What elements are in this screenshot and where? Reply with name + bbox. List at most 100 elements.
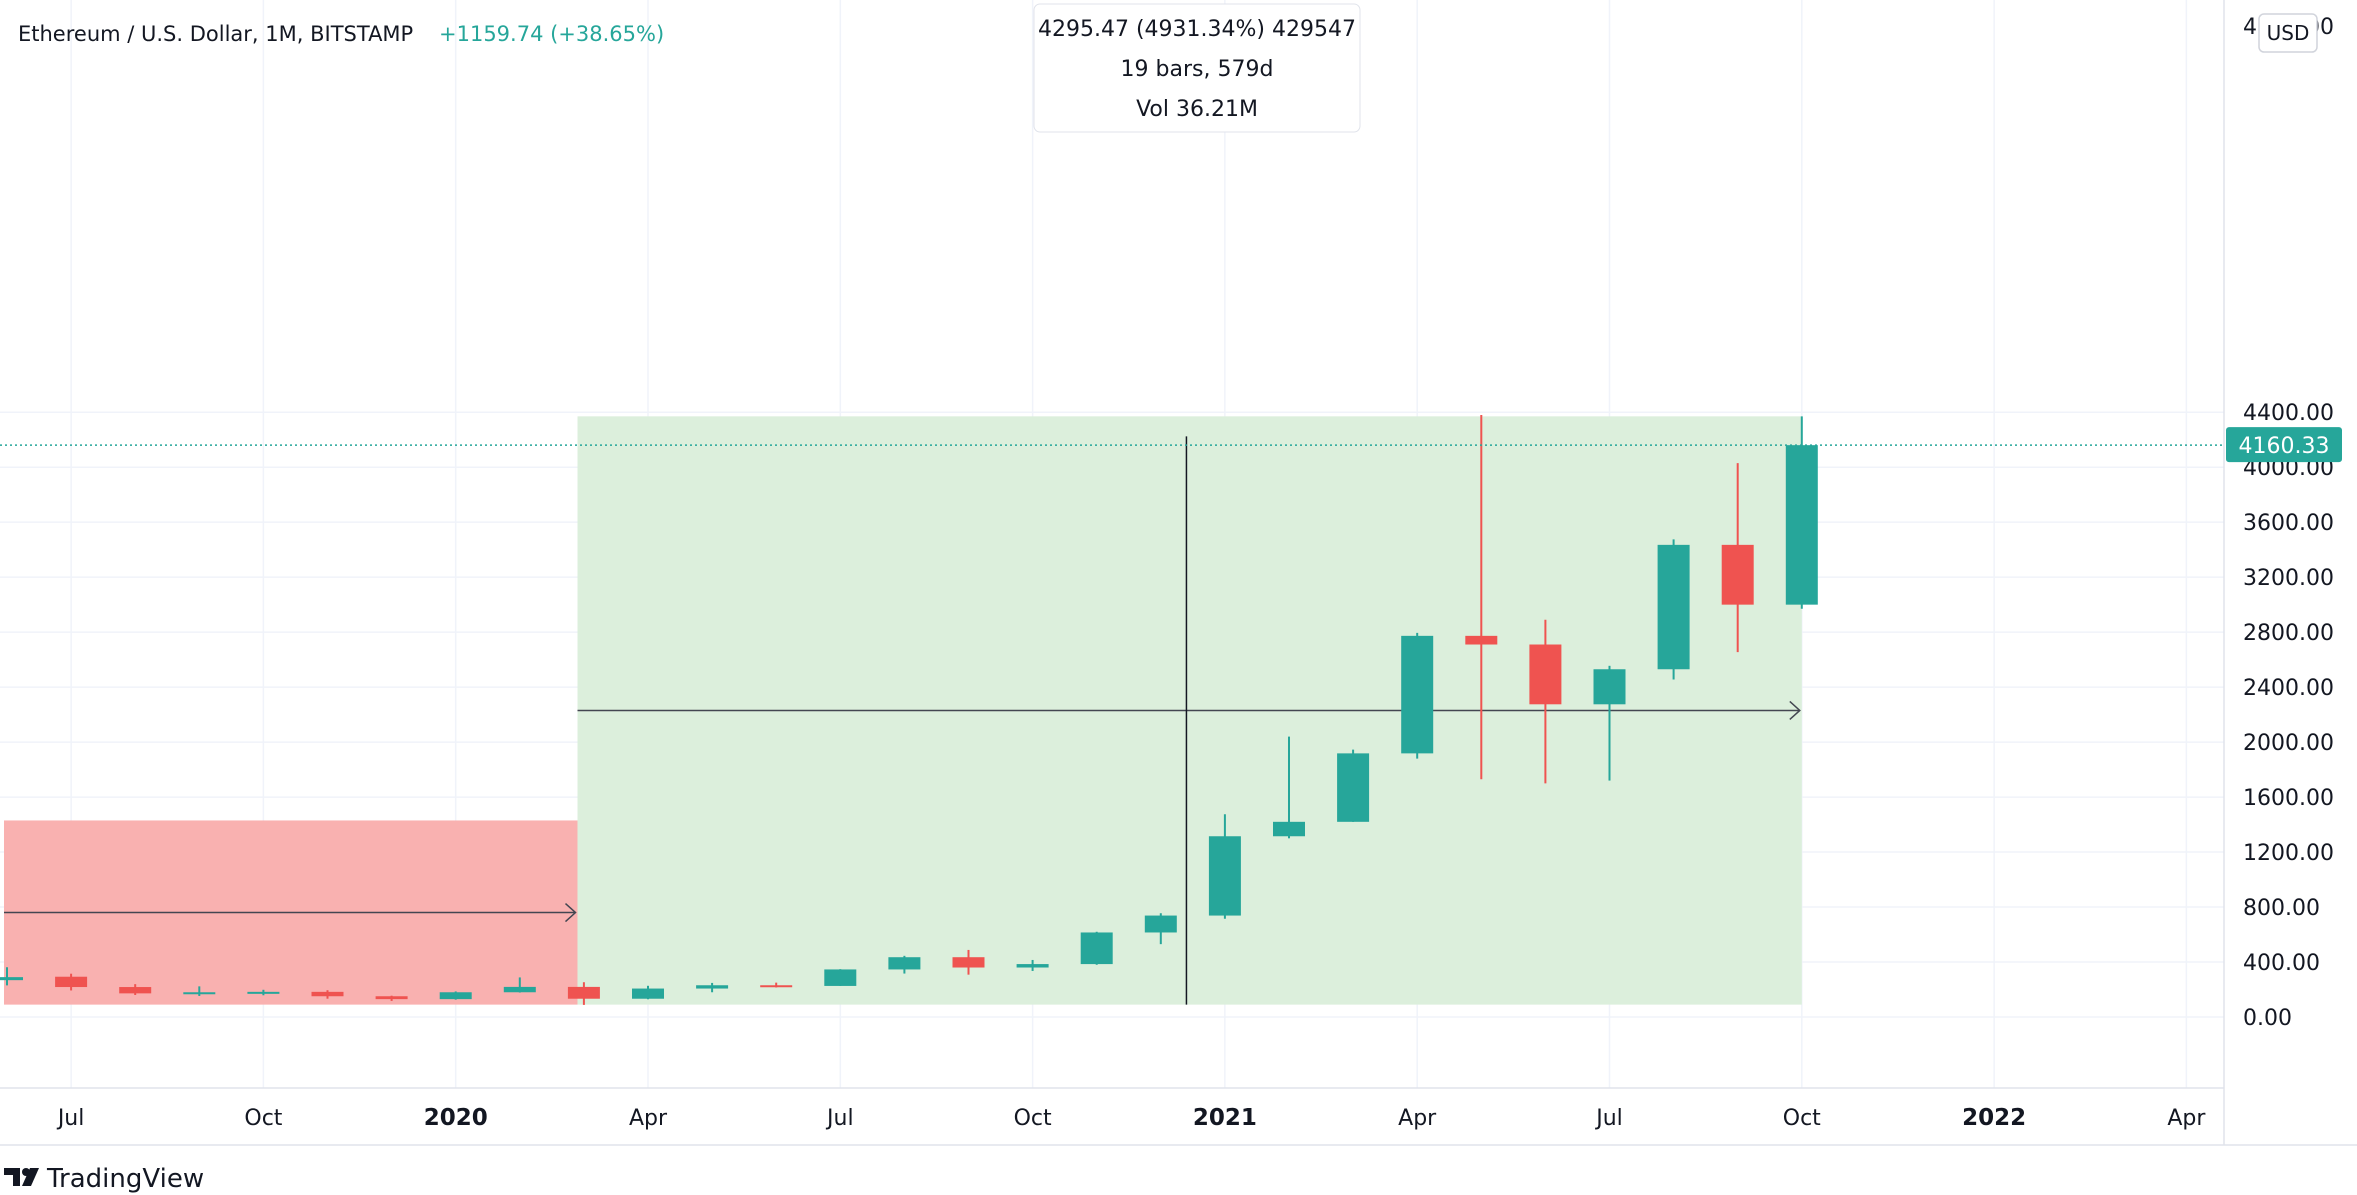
price-tick-label: 3200.00 [2243,566,2334,591]
price-range-arrowhead [1789,700,1801,721]
candle-body [888,957,921,970]
candle-body [824,969,857,986]
price-tick-label: 3600.00 [2243,511,2334,536]
candle-body [375,996,408,1000]
candle-body [1080,932,1113,965]
candle-body [0,977,23,981]
candle-body [1016,964,1049,968]
candle [760,982,793,988]
time-tick-label: Apr [2167,1106,2206,1131]
candle [1657,539,1690,680]
candle-body [247,991,280,994]
candle-body [1337,753,1370,822]
time-tick-label: Oct [1014,1106,1052,1131]
currency-button[interactable]: USD [2258,13,2318,53]
candle [1593,665,1626,781]
candle [1080,931,1113,965]
price-tick-label: 0.00 [2243,1006,2292,1031]
candle [1529,619,1562,784]
candle-body [632,988,664,999]
price-tick-label: 2400.00 [2243,676,2334,701]
candle [1785,416,1818,609]
time-tick-label: Jul [56,1106,85,1131]
candle [1401,632,1434,759]
candle-body [1721,544,1754,605]
time-tick-label: 2020 [424,1105,488,1131]
candle [375,995,408,1001]
time-tick-label: Oct [1783,1106,1821,1131]
price-axis[interactable]: 0.00 400.00 800.00 1200.00 1600.00 2000.00 240… [2243,401,2334,1031]
candle-body [696,985,729,989]
candle [0,967,23,986]
price-tick-label: 400.00 [2243,951,2320,976]
candle [311,990,344,999]
tooltip-change: 4295.47 (4931.34%) 429547 [1038,17,1356,42]
candle-body [1273,821,1305,837]
price-range-arrowhead [564,902,577,923]
price-tick-label: 1200.00 [2243,841,2334,866]
symbol-title[interactable]: Ethereum / U.S. Dollar, 1M, BITSTAMP [18,22,413,46]
tooltip-bars: 19 bars, 579d [1121,57,1274,82]
price-tick-label: 2800.00 [2243,621,2334,646]
candle [888,955,921,974]
candle-body [439,992,472,1000]
candle [632,985,664,1000]
candle [824,969,857,986]
last-price-tag: 4160.33 [2226,427,2342,463]
candle-body [311,991,344,997]
candle [567,982,600,1005]
tradingview-logo[interactable]: TradingView [4,1164,204,1194]
candle-body [1657,544,1690,670]
price-ranges [4,416,1802,1005]
price-tick-label: 800.00 [2243,896,2320,921]
candle-body [1465,635,1498,645]
candle-body [1208,836,1241,916]
candle-body [1593,669,1626,705]
candle-body [1785,445,1818,605]
candle [1208,814,1241,919]
candles [0,414,1818,1005]
time-tick-label: Oct [244,1106,282,1131]
price-tick-label: 2000.00 [2243,731,2334,756]
candle-body [1401,635,1434,754]
candle [952,949,985,975]
last-price-tag-box [2226,427,2342,463]
time-tick-label: Apr [1398,1106,1437,1131]
candle [1337,749,1370,822]
time-tick-label: Jul [825,1106,854,1131]
candle-body [760,985,793,988]
tooltip-volume: Vol 36.21M [1136,97,1258,122]
currency-label[interactable]: USD [2267,21,2310,45]
candle [119,984,152,996]
candle-body [183,992,216,995]
currency-button-box[interactable] [2258,13,2318,53]
candle-body [952,957,985,968]
candle [1144,913,1177,945]
time-tick-label: 2021 [1193,1105,1257,1131]
candle [247,989,280,996]
last-price-value: 4160.33 [2239,434,2330,459]
candle-body [1144,915,1177,933]
candle-body [119,987,152,994]
time-tick-label: Apr [629,1106,668,1131]
candle [696,982,729,993]
candle [503,977,536,993]
candle-body [567,986,600,999]
candle-body [1529,644,1562,705]
candle-body [503,986,536,993]
candle [183,986,216,996]
tooltip-box [1033,3,1361,133]
candle [1016,959,1049,971]
time-axis[interactable]: Jul Oct 2020 Apr Jul Oct 2021 Apr Jul Oct 2022 Apr [56,1105,2207,1131]
candle [55,973,88,991]
candle [1273,736,1305,839]
price-tick-label: 1600.00 [2243,786,2334,811]
candle [1465,414,1498,780]
price-change: +1159.74 (+38.65%) [439,22,664,46]
candle-body [55,976,88,988]
candle [1721,463,1754,653]
price-tick-label: 4400.00 [2243,401,2334,426]
candle [439,991,472,1000]
range-tooltip: 4295.47 (4931.34%) 429547 19 bars, 579d … [1033,3,1361,133]
